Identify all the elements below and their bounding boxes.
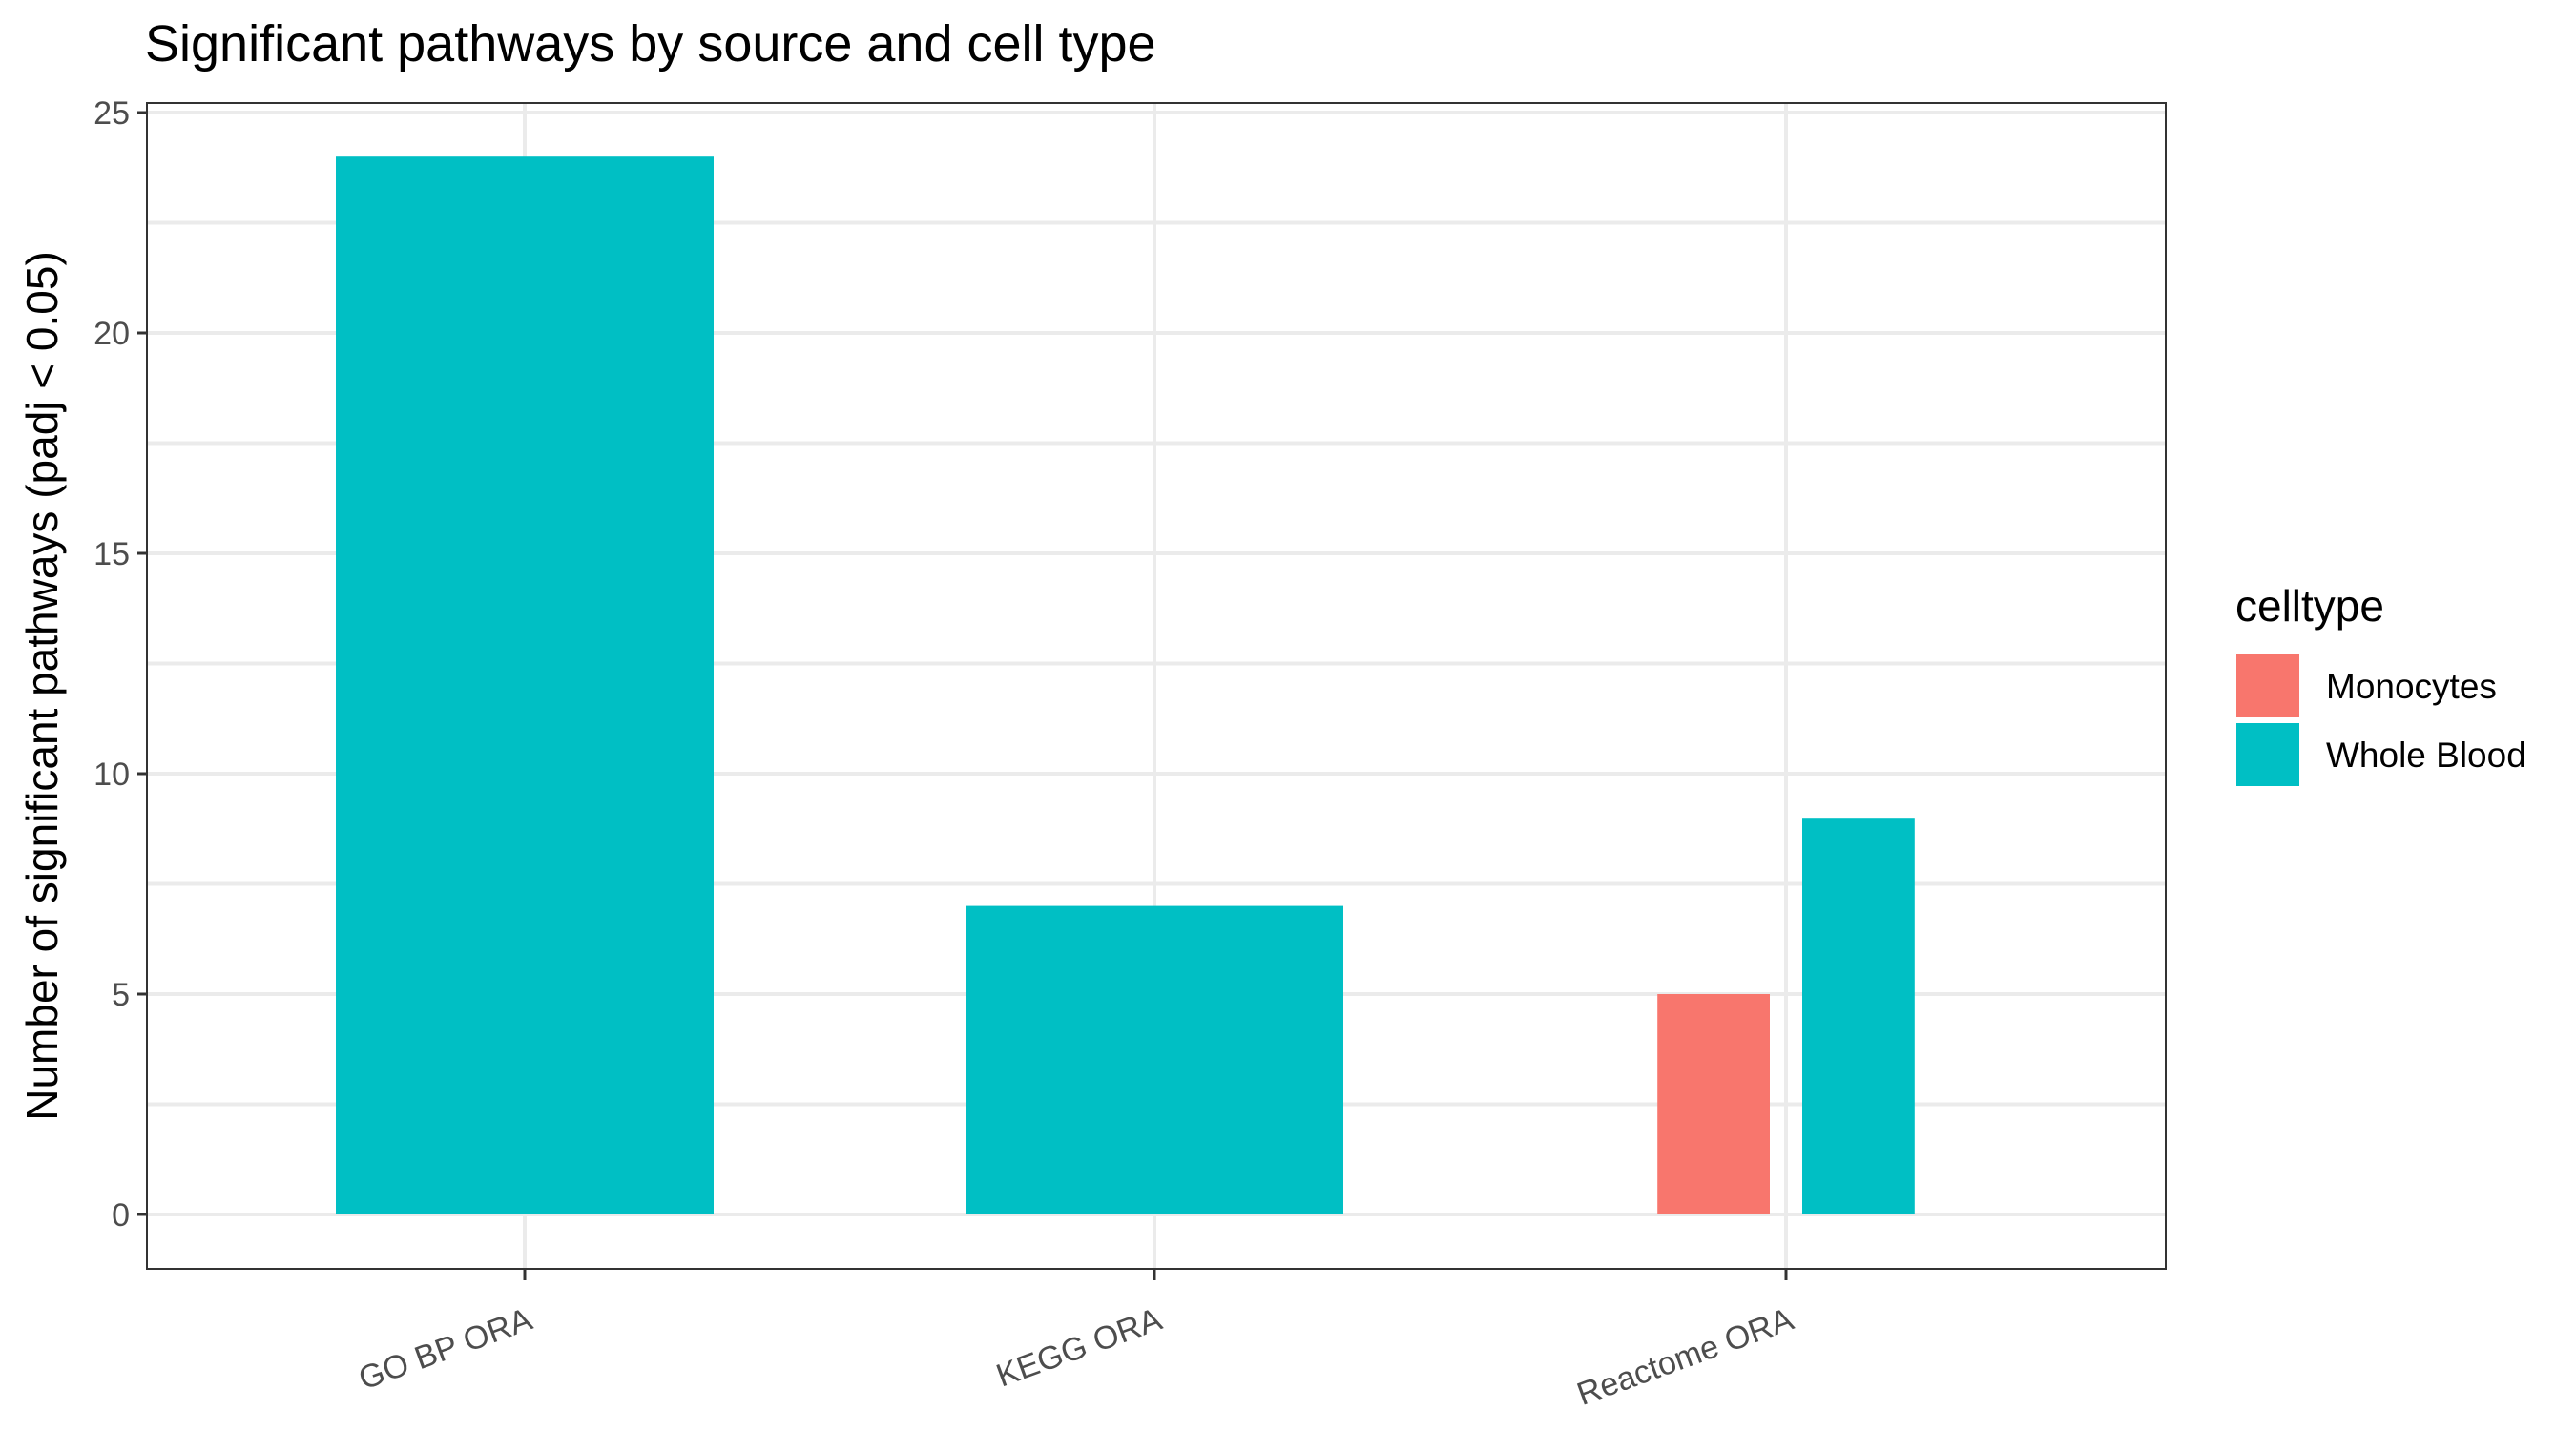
legend: Monocytes Whole Blood	[2236, 654, 2526, 786]
legend-key-monocytes	[2236, 654, 2299, 717]
y-axis-title: Number of significant pathways (padj < 0…	[17, 251, 67, 1121]
y-tick-label: 0	[112, 1197, 130, 1234]
y-tick-label: 10	[93, 757, 130, 793]
plot-panel-border	[146, 102, 2167, 1270]
bar-kegg-ora-whole-blood	[966, 905, 1343, 1214]
x-tick-label-reactome-ora: Reactome ORA	[1572, 1301, 1798, 1413]
legend-key-whole-blood	[2236, 723, 2299, 786]
y-tick-label: 15	[93, 536, 130, 572]
legend-label-monocytes: Monocytes	[2326, 667, 2497, 706]
bar-reactome-ora-monocytes	[1657, 994, 1770, 1214]
x-tick-label-kegg-ora: KEGG ORA	[991, 1301, 1167, 1395]
y-tick-label: 20	[93, 316, 130, 352]
bars	[336, 156, 1915, 1215]
bar-reactome-ora-whole-blood	[1802, 818, 1915, 1214]
y-tick-label: 5	[112, 977, 130, 1013]
legend-title: celltype	[2235, 581, 2384, 631]
y-tick-label: 25	[93, 95, 130, 132]
legend-label-whole-blood: Whole Blood	[2326, 736, 2526, 775]
x-tick-label-go-bp-ora: GO BP ORA	[354, 1301, 537, 1398]
bar-go-bp-ora-whole-blood	[336, 156, 714, 1215]
chart-title: Significant pathways by source and cell …	[145, 15, 1156, 73]
